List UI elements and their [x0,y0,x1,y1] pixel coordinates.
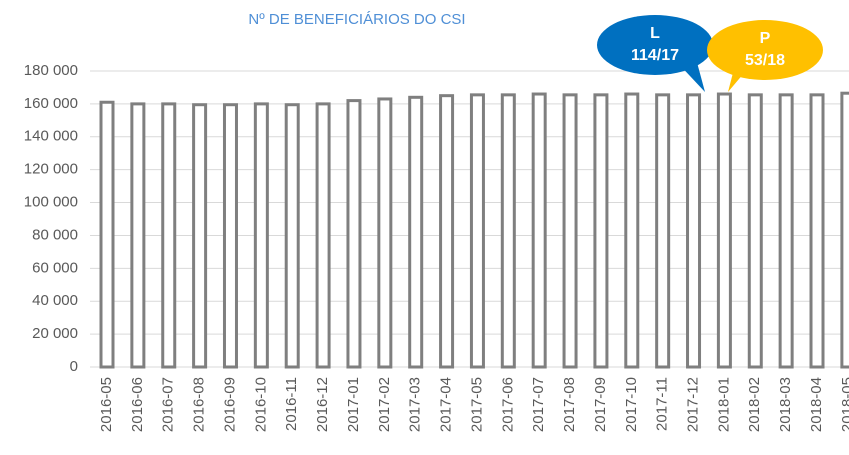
x-tick-label: 2017-11 [654,377,671,431]
x-tick-label: 2017-05 [468,377,485,432]
x-tick-label: 2016-12 [314,377,331,432]
bar [315,102,331,369]
bar [284,103,300,369]
y-tick-label: 180 000 [24,62,78,79]
x-tick-label: 2017-08 [561,377,578,432]
bar [593,93,609,369]
x-tick-label: 2017-12 [684,377,701,432]
bar [716,92,732,369]
bar [655,93,671,369]
bar [377,97,393,369]
x-tick-label: 2017-07 [530,377,547,432]
x-tick-label: 2018-03 [777,377,794,432]
bar [161,102,177,369]
x-tick-label: 2017-02 [376,377,393,432]
x-tick-label: 2016-05 [98,377,115,432]
bar [778,93,794,369]
bar [624,92,640,369]
x-tick-label: 2018-01 [715,377,732,432]
bar [686,93,702,369]
callout-title: L [650,25,660,42]
y-tick-label: 160 000 [24,95,78,112]
bar [130,102,146,369]
x-tick-label: 2016-10 [252,377,269,432]
bar [192,103,208,369]
y-tick-label: 20 000 [32,325,78,342]
x-tick-label: 2017-10 [623,377,640,432]
bar [747,93,763,369]
bar [439,94,455,369]
y-tick-label: 100 000 [24,194,78,211]
x-tick-label: 2017-09 [592,377,609,432]
bar [222,103,238,369]
x-tick-label: 2018-02 [746,377,763,432]
bar [346,99,362,369]
y-tick-label: 0 [70,358,78,375]
bar [562,93,578,369]
x-tick-label: 2017-06 [499,377,516,432]
y-tick-label: 120 000 [24,161,78,178]
y-tick-label: 60 000 [32,259,78,276]
x-tick-label: 2016-11 [283,377,300,431]
y-tick-label: 80 000 [32,226,78,243]
x-tick-label: 2016-06 [129,377,146,432]
bar [500,93,516,369]
y-tick-label: 40 000 [32,292,78,309]
y-tick-label: 140 000 [24,128,78,145]
x-tick-label: 2017-04 [438,377,455,432]
x-tick-label: 2018-05 [839,377,849,432]
bar [469,93,485,369]
chart-title: Nº DE BENEFICIÁRIOS DO CSI [248,11,465,28]
bar [99,100,115,369]
callout-title: P [760,30,771,47]
x-tick-label: 2018-04 [808,377,825,432]
x-tick-label: 2016-07 [160,377,177,432]
bar [809,93,825,369]
callout-text: 114/17 [631,47,679,64]
bar [840,91,849,369]
callout-text: 53/18 [745,52,785,69]
bar [253,102,269,369]
callout [597,15,713,75]
x-tick-label: 2016-08 [191,377,208,432]
x-tick-label: 2017-01 [345,377,362,432]
x-tick-label: 2016-09 [221,377,238,432]
x-tick-label: 2017-03 [407,377,424,432]
callout [707,20,823,80]
bar [531,92,547,369]
bar [408,95,424,369]
